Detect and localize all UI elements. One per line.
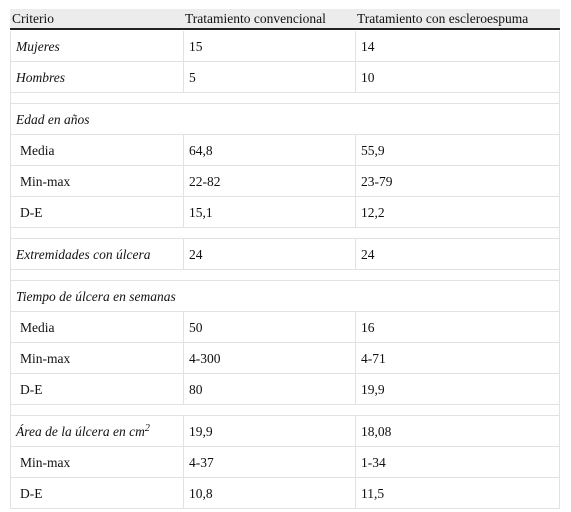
value-cell: 22-82 <box>189 173 221 189</box>
column-divider <box>183 312 184 343</box>
column-divider <box>183 166 184 197</box>
column-divider <box>355 166 356 197</box>
table-header <box>10 9 560 30</box>
value-cell: 19,9 <box>189 423 213 439</box>
row-label: D-E <box>20 381 43 397</box>
value-cell: 23-79 <box>361 173 393 189</box>
value-cell: 50 <box>189 319 203 335</box>
value-cell: 80 <box>189 381 203 397</box>
table-row <box>10 62 560 93</box>
spacer-row <box>10 270 560 281</box>
column-divider <box>355 62 356 93</box>
column-divider <box>183 197 184 228</box>
value-cell: 18,08 <box>361 423 392 439</box>
column-divider <box>183 239 184 270</box>
column-divider <box>355 478 356 509</box>
header-cell: Criterio <box>12 10 54 26</box>
column-divider <box>355 343 356 374</box>
row-label: Edad en años <box>16 111 90 127</box>
table-row <box>10 166 560 197</box>
column-divider <box>183 31 184 62</box>
value-cell: 4-37 <box>189 454 214 470</box>
row-label: Min-max <box>20 454 71 470</box>
row-label: Extremidades con úlcera <box>16 246 151 262</box>
column-divider <box>355 312 356 343</box>
row-label: Mujeres <box>16 38 60 54</box>
value-cell: 15 <box>189 38 203 54</box>
value-cell: 5 <box>189 69 196 85</box>
table-row <box>10 416 560 447</box>
column-divider <box>183 135 184 166</box>
value-cell: 4-300 <box>189 350 221 366</box>
header-cell: Tratamiento convencional <box>185 10 326 26</box>
column-divider <box>355 135 356 166</box>
table-row <box>10 239 560 270</box>
row-label: D-E <box>20 204 43 220</box>
column-divider <box>183 478 184 509</box>
table-row <box>10 135 560 166</box>
value-cell: 24 <box>189 246 203 262</box>
value-cell: 24 <box>361 246 375 262</box>
value-cell: 1-34 <box>361 454 386 470</box>
row-label: Media <box>20 142 55 158</box>
column-divider <box>183 447 184 478</box>
row-label: Min-max <box>20 173 71 189</box>
value-cell: 11,5 <box>361 485 385 501</box>
table-row <box>10 281 560 312</box>
table-row <box>10 104 560 135</box>
row-label: D-E <box>20 485 43 501</box>
table-row <box>10 374 560 405</box>
value-cell: 10,8 <box>189 485 213 501</box>
column-divider <box>183 416 184 447</box>
row-label: Hombres <box>16 69 65 85</box>
table-row <box>10 478 560 509</box>
spacer-row <box>10 405 560 416</box>
spacer-row <box>10 93 560 104</box>
value-cell: 14 <box>361 38 375 54</box>
column-divider <box>355 374 356 405</box>
column-divider <box>355 416 356 447</box>
value-cell: 10 <box>361 69 375 85</box>
column-divider <box>355 447 356 478</box>
value-cell: 15,1 <box>189 204 213 220</box>
table-row <box>10 31 560 62</box>
superscript: 2 <box>144 423 150 434</box>
table-row <box>10 312 560 343</box>
column-divider <box>355 197 356 228</box>
row-label: Área de la úlcera en cm 2 <box>16 423 150 439</box>
value-cell: 55,9 <box>361 142 385 158</box>
row-label: Tiempo de úlcera en semanas <box>16 288 176 304</box>
table-row <box>10 343 560 374</box>
column-divider <box>183 343 184 374</box>
table-row <box>10 447 560 478</box>
row-label: Media <box>20 319 55 335</box>
column-divider <box>355 31 356 62</box>
row-label: Min-max <box>20 350 71 366</box>
value-cell: 19,9 <box>361 381 385 397</box>
value-cell: 64,8 <box>189 142 213 158</box>
column-divider <box>183 62 184 93</box>
table-row <box>10 197 560 228</box>
column-divider <box>183 374 184 405</box>
value-cell: 12,2 <box>361 204 385 220</box>
column-divider <box>355 239 356 270</box>
spacer-row <box>10 228 560 239</box>
value-cell: 16 <box>361 319 375 335</box>
header-cell: Tratamiento con escleroespuma <box>357 10 529 26</box>
value-cell: 4-71 <box>361 350 386 366</box>
